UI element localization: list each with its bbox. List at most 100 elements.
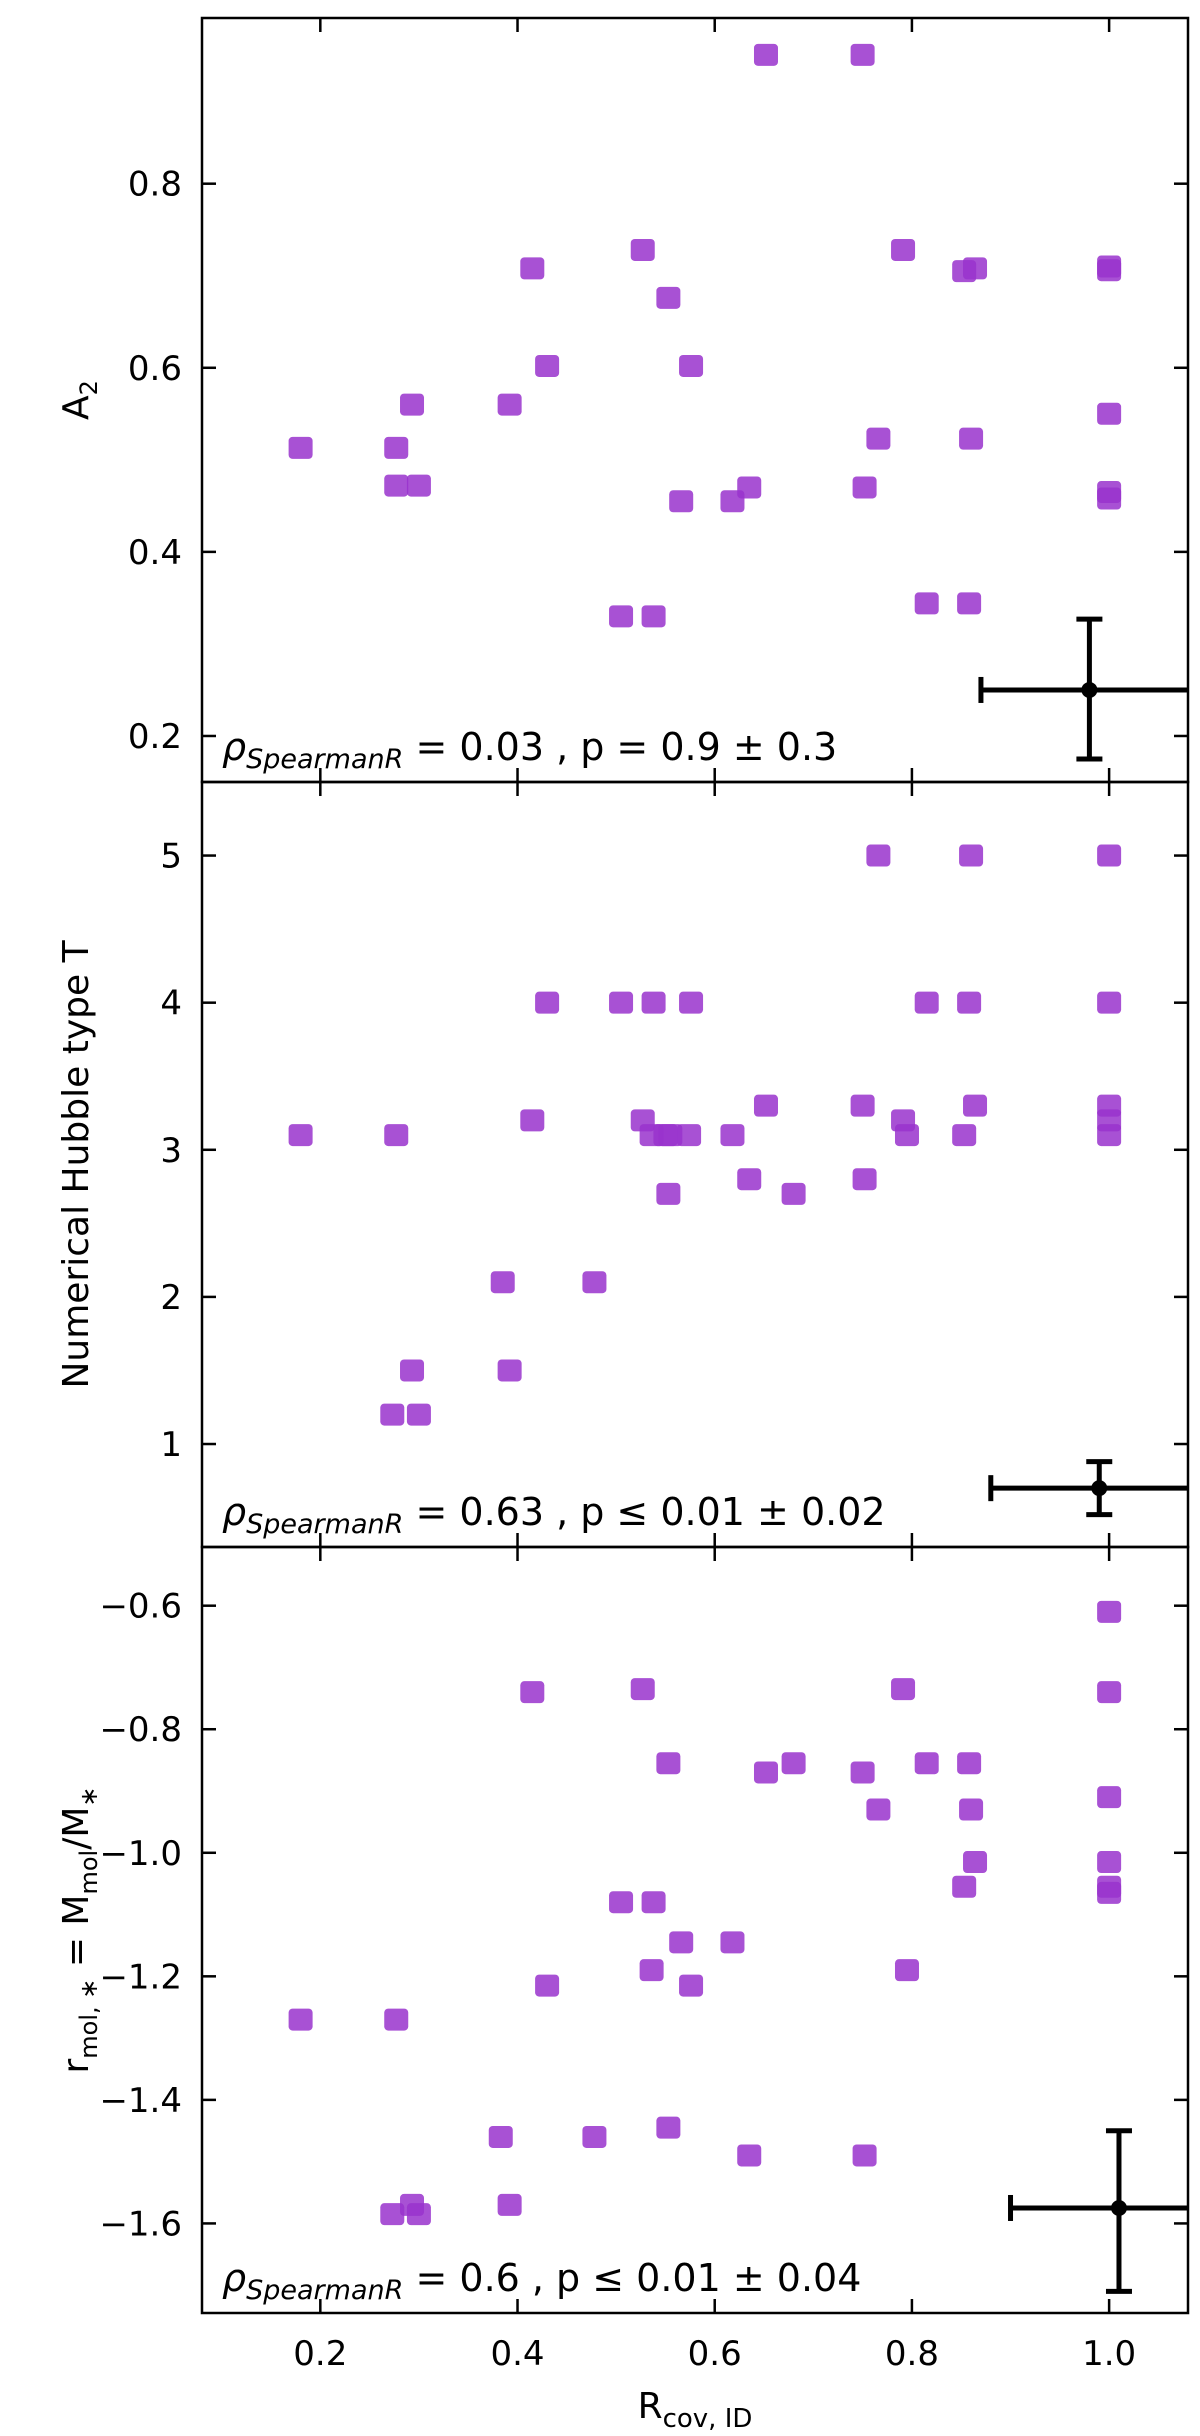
- axes-frame: [200, 780, 1190, 1549]
- data-point: [520, 1109, 545, 1132]
- data-point: [914, 991, 939, 1014]
- spearman-annotation: ρSpearmanR = 0.63 , p ≤ 0.01 ± 0.02: [222, 1490, 886, 1540]
- data-point: [535, 354, 560, 377]
- spearman-annotation: ρSpearmanR = 0.03 , p = 0.9 ± 0.3: [222, 725, 837, 775]
- data-point: [384, 474, 409, 497]
- data-point: [679, 991, 704, 1014]
- y-tick-label: 0.6: [128, 349, 182, 389]
- error-bar-center: [1110, 2199, 1127, 2216]
- data-point: [641, 1891, 666, 1914]
- data-point: [609, 605, 634, 628]
- y-tick-label: 5: [160, 837, 182, 877]
- data-point: [497, 1359, 522, 1382]
- x-axis-label: Rcov, ID: [638, 2386, 753, 2434]
- data-point: [753, 1094, 778, 1117]
- data-point: [866, 844, 891, 867]
- data-point: [737, 1168, 762, 1191]
- data-point: [891, 1678, 916, 1701]
- y-tick-label: −1.0: [99, 1834, 182, 1874]
- y-tick-label: 0.8: [128, 165, 182, 205]
- x-tick-label: 1.0: [1082, 2334, 1136, 2374]
- data-point: [679, 354, 704, 377]
- error-bar-center: [1091, 1480, 1108, 1497]
- data-point: [957, 592, 982, 615]
- data-point: [1097, 1600, 1122, 1623]
- data-point: [894, 1959, 919, 1982]
- x-tick-label: 0.8: [885, 2334, 939, 2374]
- data-point: [753, 1761, 778, 1784]
- data-point: [641, 991, 666, 1014]
- data-point: [679, 1974, 704, 1997]
- data-point: [630, 1678, 655, 1701]
- data-point: [850, 1761, 875, 1784]
- data-point: [406, 1403, 431, 1426]
- data-point: [914, 1752, 939, 1775]
- y-tick-label: 3: [160, 1131, 182, 1171]
- y-tick-label: 1: [160, 1425, 182, 1465]
- data-point: [963, 257, 988, 280]
- data-point: [535, 991, 560, 1014]
- data-point: [384, 436, 409, 459]
- data-point: [535, 1974, 560, 1997]
- data-point: [720, 1931, 745, 1954]
- data-point: [656, 2116, 681, 2139]
- data-point: [497, 2193, 522, 2216]
- data-point: [1097, 1786, 1122, 1809]
- data-point: [384, 2008, 409, 2031]
- data-point: [866, 1798, 891, 1821]
- data-point: [963, 1851, 988, 1874]
- data-point: [957, 991, 982, 1014]
- data-point: [406, 474, 431, 497]
- data-point: [497, 393, 522, 416]
- data-point: [914, 592, 939, 615]
- x-tick-label: 0.2: [293, 2334, 347, 2374]
- data-point: [781, 1182, 806, 1205]
- data-point: [609, 991, 634, 1014]
- data-point: [781, 1752, 806, 1775]
- data-point: [852, 1168, 877, 1191]
- data-point: [384, 1124, 409, 1147]
- data-point: [406, 2203, 431, 2226]
- y-tick-label: −1.4: [99, 2081, 182, 2121]
- data-point: [288, 2008, 313, 2031]
- y-tick-label: −1.6: [99, 2204, 182, 2244]
- data-point: [658, 1124, 683, 1147]
- x-tick-label: 0.6: [688, 2334, 742, 2374]
- y-tick-label: −1.2: [99, 1957, 182, 1997]
- data-point: [959, 427, 984, 450]
- data-point: [669, 1931, 694, 1954]
- axes-frame: [200, 1545, 1190, 2315]
- data-point: [963, 1094, 988, 1117]
- y-axis-label: rmol, ∗ = Mmol/M∗: [56, 1786, 103, 2073]
- data-point: [1097, 1881, 1122, 1904]
- data-point: [609, 1891, 634, 1914]
- data-point: [656, 1182, 681, 1205]
- y-axis-label: A2: [56, 380, 103, 420]
- y-tick-label: −0.8: [99, 1710, 182, 1750]
- data-point: [677, 1124, 702, 1147]
- data-point: [720, 1124, 745, 1147]
- data-point: [866, 427, 891, 450]
- data-point: [400, 1359, 425, 1382]
- data-point: [488, 2125, 513, 2148]
- y-tick-label: 2: [160, 1278, 182, 1318]
- data-point: [639, 1959, 664, 1982]
- data-point: [737, 2144, 762, 2167]
- data-point: [850, 43, 875, 66]
- data-point: [582, 1271, 607, 1294]
- data-point: [959, 844, 984, 867]
- data-point: [288, 1124, 313, 1147]
- data-point: [1097, 1681, 1122, 1704]
- data-point: [894, 1124, 919, 1147]
- data-point: [520, 1681, 545, 1704]
- data-point: [1097, 844, 1122, 867]
- data-point: [1097, 259, 1122, 282]
- data-point: [656, 1752, 681, 1775]
- y-tick-label: 0.4: [128, 533, 182, 573]
- panel-3: 0.2 0.4 0.6 0.8 1.0 −1.6 −1.4 −1.2 −1.0 −0.8 −0.6 r…: [56, 1545, 1190, 2434]
- data-point: [891, 238, 916, 261]
- data-point: [582, 2125, 607, 2148]
- y-tick-label: −0.6: [99, 1587, 182, 1627]
- data-point: [656, 286, 681, 309]
